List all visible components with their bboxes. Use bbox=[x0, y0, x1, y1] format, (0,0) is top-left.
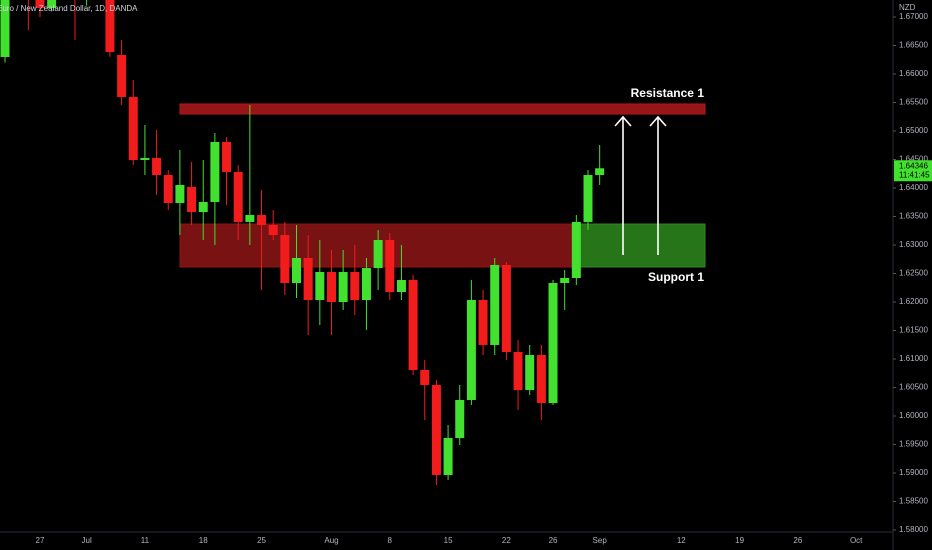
y-tick-label: 1.66500 bbox=[899, 41, 928, 50]
y-tick-label: 1.67000 bbox=[899, 12, 928, 21]
y-tick-label: 1.59000 bbox=[899, 468, 928, 477]
x-tick-label: 19 bbox=[735, 536, 744, 545]
candle-body bbox=[0, 0, 10, 58]
x-tick-label: Jul bbox=[82, 536, 92, 545]
x-tick-label: 18 bbox=[199, 536, 208, 545]
candle-body bbox=[117, 55, 127, 98]
x-tick-label: Aug bbox=[324, 536, 338, 545]
candle-body bbox=[571, 221, 581, 278]
arrow-head bbox=[649, 115, 667, 127]
x-tick-label: 15 bbox=[444, 536, 453, 545]
candle-body bbox=[163, 174, 173, 203]
candle-body bbox=[490, 265, 500, 345]
x-tick-label: 12 bbox=[677, 536, 686, 545]
candle-body bbox=[536, 355, 546, 404]
y-tick-label: 1.62000 bbox=[899, 297, 928, 306]
candle-body bbox=[326, 272, 336, 302]
x-tick-label: 25 bbox=[257, 536, 266, 545]
y-tick-label: 1.60500 bbox=[899, 383, 928, 392]
candle-body bbox=[373, 239, 383, 269]
y-tick-label: 1.66000 bbox=[899, 69, 928, 78]
y-tick-label: 1.65500 bbox=[899, 98, 928, 107]
candle-body bbox=[128, 97, 138, 161]
candle-body bbox=[222, 141, 232, 172]
last-price-box bbox=[894, 160, 932, 182]
candle-body bbox=[210, 141, 220, 203]
candle-body bbox=[466, 300, 476, 400]
candle-body bbox=[187, 186, 197, 212]
candle-body bbox=[548, 283, 558, 404]
candle-body bbox=[583, 174, 593, 222]
candle-body bbox=[595, 168, 605, 175]
y-tick-label: 1.61000 bbox=[899, 354, 928, 363]
y-tick-label: 1.64000 bbox=[899, 183, 928, 192]
candle-body bbox=[175, 184, 185, 203]
candle-body bbox=[350, 272, 360, 301]
zone bbox=[576, 223, 706, 268]
countdown-label: 11:41:45 bbox=[899, 170, 930, 179]
x-tick-label: 26 bbox=[793, 536, 802, 545]
plot-area: Resistance 1 Support 1 bbox=[0, 0, 706, 486]
candle-body bbox=[292, 257, 301, 284]
candle-body bbox=[396, 279, 406, 293]
candle-body bbox=[443, 438, 453, 475]
y-tick-label: 1.60000 bbox=[899, 411, 928, 420]
candle-body bbox=[257, 215, 267, 225]
y-tick-label: 1.58000 bbox=[899, 525, 928, 534]
candle-body bbox=[338, 272, 348, 302]
candle-body bbox=[315, 272, 325, 301]
candle-body bbox=[105, 0, 115, 52]
candle-body bbox=[152, 158, 162, 175]
candle-body bbox=[303, 257, 313, 301]
zone-label: Support 1 bbox=[648, 270, 704, 284]
y-tick-label: 1.59500 bbox=[899, 440, 928, 449]
x-tick-label: Oct bbox=[850, 536, 863, 545]
x-tick-label: Sep bbox=[593, 536, 608, 545]
zone bbox=[179, 103, 706, 115]
y-tick-label: 1.61500 bbox=[899, 326, 928, 335]
candle-body bbox=[513, 351, 523, 391]
candle-body bbox=[245, 215, 255, 222]
y-tick-label: 1.62500 bbox=[899, 269, 928, 278]
x-tick-label: 26 bbox=[549, 536, 558, 545]
candle-body bbox=[420, 370, 430, 385]
x-tick-label: 22 bbox=[502, 536, 511, 545]
x-tick-label: 8 bbox=[388, 536, 393, 545]
candle-body bbox=[408, 279, 418, 371]
zone-label: Resistance 1 bbox=[631, 86, 705, 100]
candle-body bbox=[268, 224, 278, 236]
y-tick-label: 1.64500 bbox=[899, 155, 928, 164]
candle-body bbox=[501, 265, 511, 352]
chart-title: Euro / New Zealand Dollar, 1D, DANDA bbox=[0, 4, 138, 13]
y-tick-label: 1.58500 bbox=[899, 497, 928, 506]
candle-body bbox=[455, 399, 465, 439]
y-tick-label: 1.65000 bbox=[899, 126, 928, 135]
x-tick-label: 27 bbox=[36, 536, 45, 545]
candle-body bbox=[478, 300, 488, 345]
candle-body bbox=[361, 268, 371, 301]
candle-body bbox=[35, 0, 45, 8]
candle-body bbox=[47, 0, 57, 8]
candle-body bbox=[198, 202, 208, 212]
arrow-head bbox=[614, 115, 632, 127]
x-tick-label: 11 bbox=[141, 536, 150, 545]
candle-body bbox=[233, 171, 243, 222]
candle-body bbox=[140, 158, 150, 161]
currency-label: NZD bbox=[899, 3, 916, 12]
candle-body bbox=[525, 355, 535, 391]
candle-body bbox=[431, 384, 441, 475]
y-tick-label: 1.63000 bbox=[899, 240, 928, 249]
candle-body bbox=[560, 277, 570, 284]
candle-body bbox=[280, 235, 290, 284]
last-price-label: 1.64346 bbox=[899, 161, 928, 170]
candle-body bbox=[385, 239, 395, 293]
y-tick-label: 1.63500 bbox=[899, 212, 928, 221]
